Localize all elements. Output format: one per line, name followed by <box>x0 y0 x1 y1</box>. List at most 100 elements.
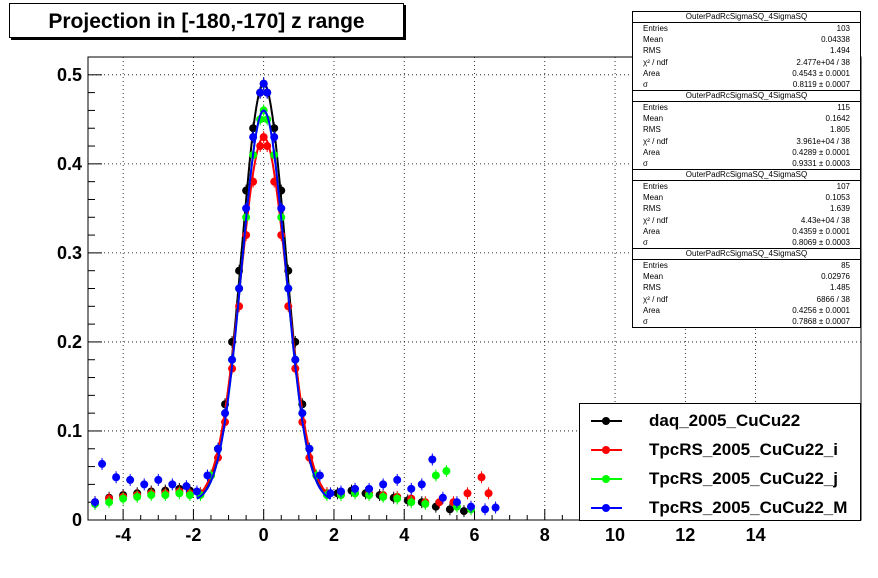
stats-key: χ² / ndf <box>643 294 668 304</box>
data-point <box>298 409 307 418</box>
legend: daq_2005_CuCu22 TpcRS_2005_CuCu22_i TpcRS_… <box>579 403 861 521</box>
stats-box-title: OuterPadRcSigmaSQ_4SigmaSQ <box>633 249 860 260</box>
data-point <box>221 409 230 418</box>
x-tick-label: 12 <box>675 525 695 545</box>
legend-label: TpcRS_2005_CuCu22_j <box>649 469 838 488</box>
data-point <box>336 487 345 496</box>
data-point <box>228 355 237 364</box>
data-point <box>431 471 440 480</box>
data-point <box>438 493 447 502</box>
stats-row: Area 0.4256 ± 0.0001 <box>633 305 860 316</box>
data-point <box>407 498 416 507</box>
data-point <box>284 284 293 293</box>
stats-box: OuterPadRcSigmaSQ_4SigmaSQ Entries 115 Mean… <box>632 90 861 171</box>
stats-row: σ 0.7868 ± 0.0007 <box>633 316 860 327</box>
stats-row: Area 0.4359 ± 0.0001 <box>633 226 860 237</box>
stats-box-title: OuterPadRcSigmaSQ_4SigmaSQ <box>633 12 860 23</box>
data-point <box>214 444 223 453</box>
data-point <box>379 492 388 501</box>
stats-row: Entries 115 <box>633 102 860 113</box>
stats-key: Area <box>643 68 660 78</box>
stats-key: σ <box>643 316 648 326</box>
stats-row: χ² / ndf 4.43e+04 / 38 <box>633 215 860 226</box>
data-point <box>452 498 461 507</box>
data-point <box>175 489 184 498</box>
stats-key: Mean <box>643 272 664 282</box>
stats-row: RMS 1.485 <box>633 282 860 293</box>
x-tick-label: 0 <box>259 525 269 545</box>
data-point <box>484 489 493 498</box>
y-tick-label: 0.2 <box>57 332 82 352</box>
data-point <box>291 355 300 364</box>
data-point <box>270 177 279 186</box>
data-point <box>459 507 468 516</box>
data-point <box>326 489 335 498</box>
legend-entry: daq_2005_CuCu22 <box>580 406 860 435</box>
data-point <box>351 484 360 493</box>
stats-key: Entries <box>643 182 668 191</box>
legend-label: daq_2005_CuCu22 <box>649 411 801 430</box>
data-point <box>477 473 486 482</box>
stats-value: 1.805 <box>829 125 850 135</box>
data-point <box>365 484 374 493</box>
stats-key: RMS <box>643 125 661 135</box>
stats-key: χ² / ndf <box>643 215 668 225</box>
stats-row: σ 0.8119 ± 0.0007 <box>633 79 860 90</box>
stats-row: RMS 1.639 <box>633 203 860 214</box>
y-tick-label: 0.3 <box>57 243 82 263</box>
stats-key: χ² / ndf <box>643 136 668 146</box>
legend-entry: TpcRS_2005_CuCu22_M <box>580 493 860 522</box>
chart-title: Projection in [-180,-170] z range <box>48 10 365 33</box>
x-tick-label: 10 <box>605 525 625 545</box>
stats-value: 0.4256 ± 0.0001 <box>792 305 850 315</box>
data-point <box>428 455 437 464</box>
stats-value: 0.02976 <box>821 272 850 282</box>
data-point <box>133 492 142 501</box>
data-point <box>481 505 490 514</box>
stats-key: Entries <box>643 24 668 33</box>
x-tick-label: 2 <box>329 525 339 545</box>
stats-row: Area 0.4543 ± 0.0001 <box>633 68 860 79</box>
legend-marker <box>602 504 610 512</box>
x-tick-label: 4 <box>399 525 409 545</box>
data-point <box>315 471 324 480</box>
y-tick-label: 0.5 <box>57 65 82 85</box>
stats-row: Mean 0.1053 <box>633 192 860 203</box>
data-point <box>249 124 258 133</box>
data-point <box>242 204 251 213</box>
stats-row: σ 0.9331 ± 0.0003 <box>633 158 860 169</box>
legend-entry: TpcRS_2005_CuCu22_j <box>580 464 860 493</box>
legend-marker <box>602 475 610 483</box>
stats-key: σ <box>643 237 648 247</box>
data-point <box>491 503 500 512</box>
stats-row: RMS 1.494 <box>633 45 860 56</box>
data-point <box>182 482 191 491</box>
data-point <box>379 480 388 489</box>
stats-key: Area <box>643 226 660 236</box>
data-point <box>192 487 201 496</box>
data-point <box>235 284 244 293</box>
stats-value: 0.9331 ± 0.0003 <box>792 158 850 168</box>
stats-key: Mean <box>643 193 664 203</box>
stats-row: χ² / ndf 2.477e+04 / 38 <box>633 57 860 68</box>
stats-value: 103 <box>836 24 850 33</box>
stats-row: RMS 1.805 <box>633 124 860 135</box>
data-point <box>445 505 454 514</box>
data-point <box>442 467 451 476</box>
data-point <box>98 459 107 468</box>
x-tick-label: 8 <box>540 525 550 545</box>
stats-row: χ² / ndf 6866 / 38 <box>633 294 860 305</box>
legend-label: TpcRS_2005_CuCu22_M <box>649 498 848 517</box>
stats-key: RMS <box>643 204 661 214</box>
stats-row: Area 0.4289 ± 0.0001 <box>633 147 860 158</box>
data-point <box>242 231 251 240</box>
stats-value: 0.04338 <box>821 35 850 45</box>
data-point <box>185 491 194 500</box>
stats-value: 1.494 <box>829 46 850 56</box>
stats-value: 2.477e+04 / 38 <box>796 57 850 67</box>
stats-box: OuterPadRcSigmaSQ_4SigmaSQ Entries 103 Mean… <box>632 11 861 92</box>
data-point <box>421 499 430 508</box>
stats-key: χ² / ndf <box>643 57 668 67</box>
stats-value: 6866 / 38 <box>816 294 850 304</box>
data-point <box>463 489 472 498</box>
